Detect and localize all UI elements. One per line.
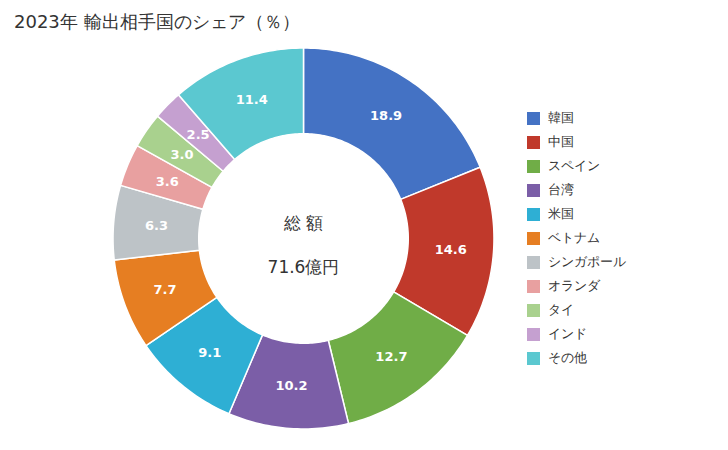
svg-text:総 額: 総 額	[282, 213, 322, 233]
html-text:その他: その他	[547, 350, 587, 365]
svg-text:3.0: 3.0	[170, 147, 193, 162]
html-text:シンガポール: シンガポール	[547, 254, 626, 269]
svg-text:2.5: 2.5	[186, 127, 209, 142]
svg-text:12.7: 12.7	[375, 349, 407, 364]
svg-text:3.6: 3.6	[155, 174, 178, 189]
svg-text:10.2: 10.2	[275, 378, 307, 393]
svg-text:11.4: 11.4	[235, 92, 267, 107]
svg-text:9.1: 9.1	[198, 345, 221, 360]
svg-text:7.7: 7.7	[153, 282, 176, 297]
html-text:台湾: 台湾	[547, 182, 574, 197]
html-text:韓国: 韓国	[547, 110, 574, 125]
svg-text:14.6: 14.6	[434, 242, 466, 257]
html-text:インド: インド	[547, 326, 587, 341]
html-text:2023年 輸出相手国のシェア（％）: 2023年 輸出相手国のシェア（％）	[14, 11, 300, 32]
html-text:タイ: タイ	[547, 302, 574, 317]
svg-text:71.6億円: 71.6億円	[267, 257, 339, 277]
html-text:スペイン: スペイン	[547, 158, 600, 173]
html-text:ベトナム: ベトナム	[547, 230, 600, 245]
html-text:米国: 米国	[547, 206, 574, 221]
html-text:中国: 中国	[547, 134, 574, 149]
svg-text:6.3: 6.3	[144, 218, 167, 233]
svg-text:18.9: 18.9	[370, 108, 402, 123]
html-text:オランダ: オランダ	[547, 278, 600, 293]
